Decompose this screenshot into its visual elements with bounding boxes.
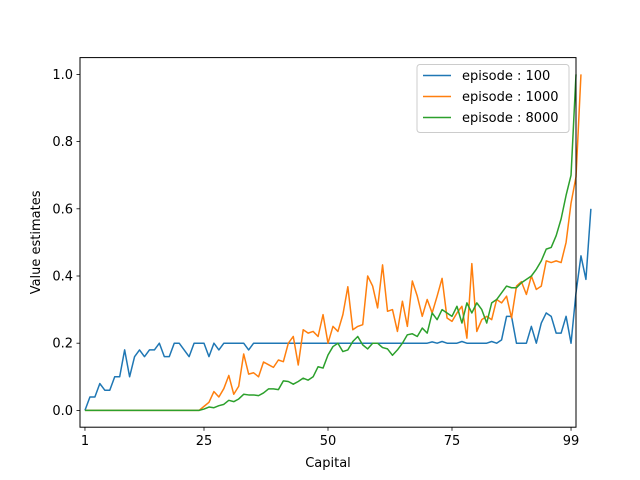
- y-axis-label: Value estimates: [29, 190, 44, 294]
- legend-box: [416, 64, 570, 133]
- legend-entry: episode : 1000: [462, 90, 559, 105]
- x-axis-label: Capital: [305, 456, 351, 471]
- series-line-3: [84, 74, 577, 412]
- y-axis: 0.0 0.2 0.4 0.6 0.8 1.0: [52, 68, 80, 419]
- x-tick-label: 25: [196, 434, 213, 449]
- plot-lines: [84, 74, 592, 412]
- legend-entry: episode : 100: [462, 69, 550, 84]
- legend-entry: episode : 8000: [462, 111, 559, 126]
- y-tick-label: 0.2: [52, 337, 73, 352]
- x-tick-label: 75: [444, 434, 461, 449]
- y-tick-label: 0.0: [52, 404, 73, 419]
- x-tick-label: 50: [320, 434, 337, 449]
- y-tick-label: 1.0: [52, 68, 73, 83]
- legend: episode : 100 episode : 1000 episode : 800…: [416, 64, 570, 133]
- x-axis: 1 25 50 75 99: [81, 427, 579, 449]
- y-tick-label: 0.4: [52, 270, 73, 285]
- y-tick-label: 0.8: [52, 135, 73, 150]
- y-tick-label: 0.6: [52, 202, 73, 217]
- x-tick-label: 1: [81, 434, 89, 449]
- series-line-1: [84, 208, 592, 411]
- x-tick-label: 99: [563, 434, 580, 449]
